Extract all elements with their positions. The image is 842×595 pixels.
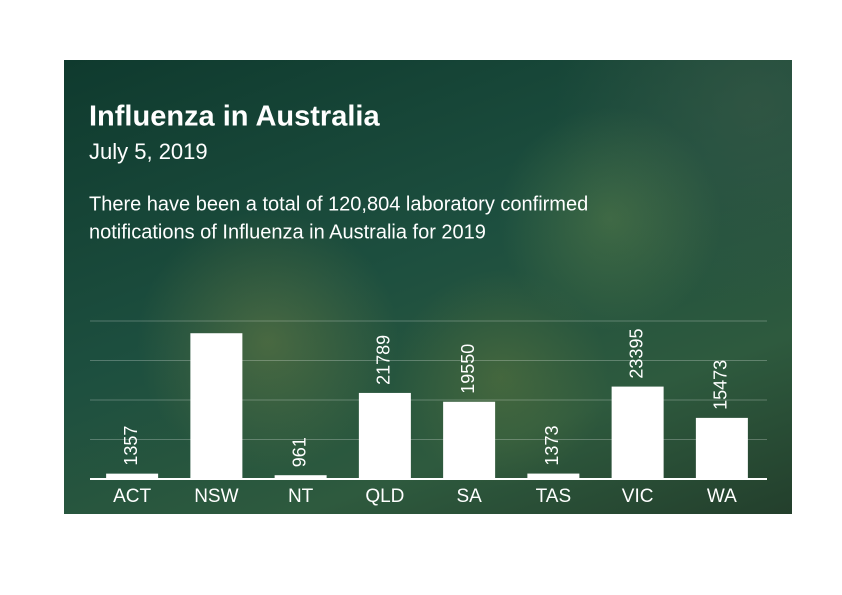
bar (274, 475, 327, 479)
bar (527, 473, 580, 479)
value-label: 961 (289, 437, 309, 467)
value-label: 23395 (626, 329, 646, 379)
x-tick-label: NSW (194, 486, 238, 507)
value-label: 19550 (458, 344, 478, 394)
x-tick-label: VIC (622, 486, 654, 507)
bar (106, 473, 159, 479)
bar (358, 392, 411, 479)
x-tick-label: NT (288, 486, 314, 507)
x-tick-label: SA (456, 486, 482, 507)
x-tick-label: QLD (365, 486, 404, 507)
chart-title: Influenza in Australia (89, 101, 380, 133)
value-label: 15473 (711, 360, 731, 410)
x-tick-label: ACT (113, 486, 151, 507)
bar (611, 386, 664, 479)
value-label: 21789 (374, 335, 394, 385)
bar (695, 417, 748, 479)
chart-subtitle: July 5, 2019 (89, 139, 208, 164)
x-tick-label: WA (707, 486, 737, 507)
panel (64, 60, 792, 514)
description: There have been a total of 120,804 labor… (89, 193, 588, 215)
bar (190, 333, 243, 479)
x-tick-label: TAS (536, 486, 572, 507)
bar (443, 401, 496, 479)
description: notifications of Influenza in Australia … (89, 221, 486, 243)
value-label: 1357 (121, 426, 141, 466)
value-label: 1373 (542, 426, 562, 466)
